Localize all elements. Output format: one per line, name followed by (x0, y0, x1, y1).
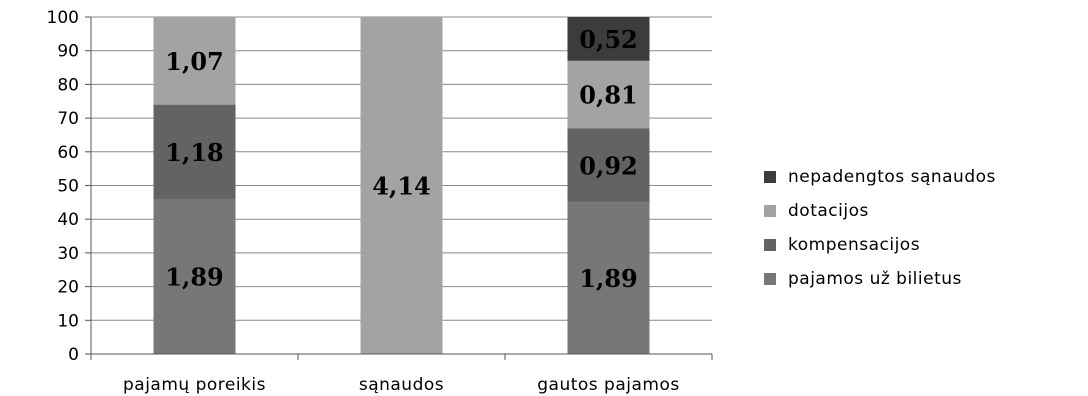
bar-segment (153, 104, 236, 199)
data-label: 1,18 (165, 138, 223, 167)
y-tick-label: 100 (47, 8, 79, 28)
legend-label: nepadengtos sąnaudos (788, 167, 996, 187)
axes: 0 10 20 30 40 50 60 70 80 90 100 pajamų poreikis sąn… (47, 8, 713, 395)
bar-segment (567, 17, 650, 61)
data-labels: 1,89 1,18 1,07 4,14 1,89 0,92 0,81 0,52 (165, 25, 637, 293)
bar-segment (567, 60, 650, 129)
data-label: 0,92 (579, 151, 637, 180)
bar-segment (567, 202, 650, 354)
y-tick-label: 70 (57, 109, 79, 129)
data-label: 1,07 (165, 47, 223, 76)
data-label: 1,89 (165, 262, 223, 291)
data-label: 0,52 (579, 25, 637, 54)
bars (153, 17, 650, 354)
bar-segment (153, 17, 236, 105)
y-tick-label: 30 (57, 244, 79, 264)
y-tick-label: 50 (57, 177, 79, 197)
data-label: 0,81 (579, 81, 637, 110)
x-category-label: sąnaudos (359, 375, 444, 395)
y-tick-label: 40 (57, 210, 79, 230)
y-tick-label: 90 (57, 42, 79, 62)
y-tick-label: 20 (57, 278, 79, 298)
y-tick-label: 0 (68, 345, 79, 365)
data-label: 1,89 (579, 264, 637, 293)
x-category-label: gautos pajamos (537, 375, 679, 395)
legend-swatch (764, 273, 776, 285)
y-tick-label: 10 (57, 311, 79, 331)
legend-swatch (764, 205, 776, 217)
legend-swatch (764, 239, 776, 251)
legend: nepadengtos sąnaudos dotacijos kompensacij… (764, 167, 996, 289)
y-tick-label: 80 (57, 75, 79, 95)
bar-segment (360, 17, 443, 354)
bar-segment (567, 128, 650, 203)
x-category-label: pajamų poreikis (123, 375, 266, 395)
legend-label: dotacijos (788, 201, 869, 221)
legend-label: pajamos už bilietus (788, 269, 962, 289)
legend-label: kompensacijos (788, 235, 920, 255)
data-label: 4,14 (372, 172, 430, 201)
y-tick-label: 60 (57, 143, 79, 163)
bar-segment (153, 198, 236, 354)
legend-swatch (764, 171, 776, 183)
